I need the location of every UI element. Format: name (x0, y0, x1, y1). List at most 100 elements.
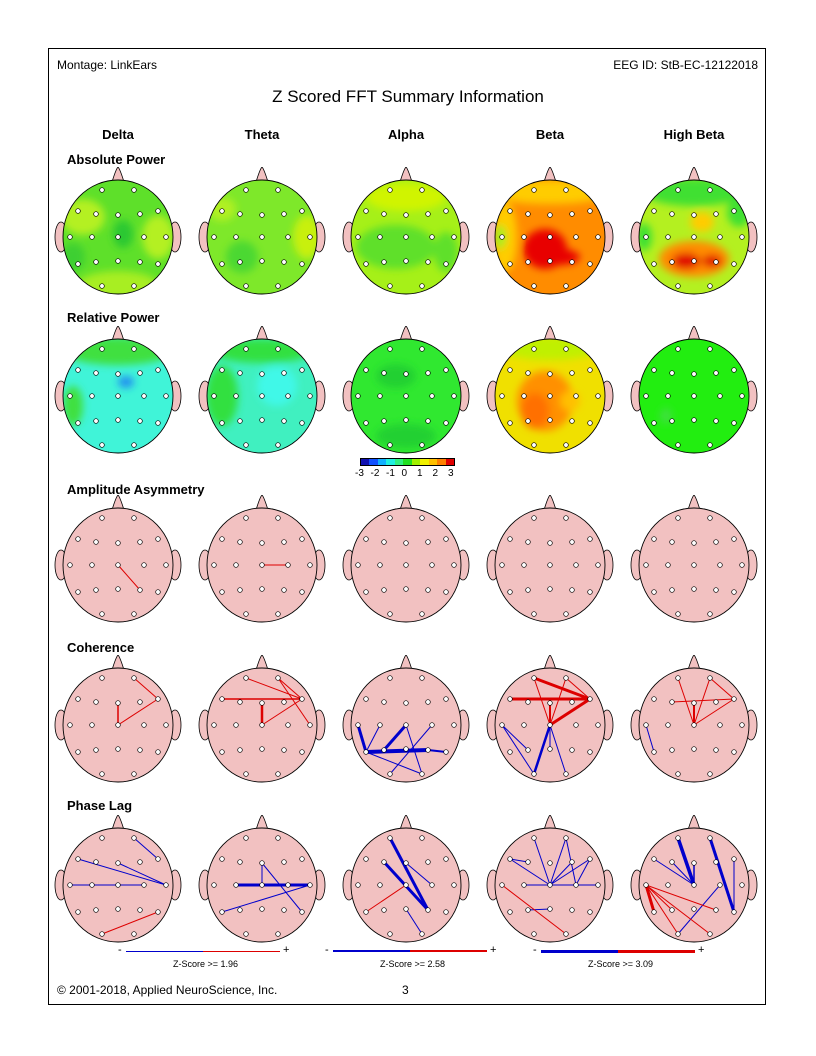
electrode-O1 (675, 611, 681, 617)
connection-T3-P3 (645, 884, 673, 911)
topo-region (212, 339, 312, 363)
electrode-T6 (587, 909, 593, 915)
electrode-P3 (525, 747, 531, 753)
nose-icon (399, 654, 413, 671)
electrode-F3 (525, 211, 531, 217)
electrode-F4 (281, 539, 287, 545)
coherence-head-map-alpha (336, 654, 476, 795)
electrode-C3 (89, 562, 95, 568)
electrode-Fp1 (99, 515, 105, 521)
electrode-F8 (587, 856, 593, 862)
electrode-T3 (499, 393, 505, 399)
electrode-T3 (643, 234, 649, 240)
electrode-C4 (573, 393, 579, 399)
connection-Fp2-F8 (133, 677, 159, 700)
electrode-Pz (259, 258, 265, 264)
electrode-P4 (425, 587, 431, 593)
electrode-T4 (163, 562, 169, 568)
electrode-F3 (381, 211, 387, 217)
electrode-T3 (355, 393, 361, 399)
nose-icon (399, 325, 413, 342)
electrode-Cz (115, 562, 121, 568)
electrode-Fp2 (275, 187, 281, 193)
connection-F3-F8 (671, 698, 735, 703)
nose-icon (111, 325, 125, 342)
electrode-F3 (93, 539, 99, 545)
electrode-O1 (243, 611, 249, 617)
electrode-C4 (141, 234, 147, 240)
electrode-T5 (363, 420, 369, 426)
electrode-F8 (443, 856, 449, 862)
connection-T3-T5 (645, 724, 655, 753)
electrode-T6 (587, 420, 593, 426)
electrode-Fp1 (243, 187, 249, 193)
electrode-O1 (675, 931, 681, 937)
electrode-F7 (75, 367, 81, 373)
electrode-T3 (643, 393, 649, 399)
topo-region (500, 339, 600, 360)
electrode-T4 (451, 722, 457, 728)
electrode-T5 (507, 909, 513, 915)
legend-plus: + (283, 944, 290, 956)
nose-icon (255, 814, 269, 831)
phase-head-map-theta (192, 814, 332, 955)
electrode-C4 (717, 882, 723, 888)
electrode-P4 (281, 259, 287, 265)
colorbar-tick: -1 (386, 468, 395, 479)
electrode-Pz (403, 746, 409, 752)
electrode-T3 (643, 722, 649, 728)
electrode-F4 (281, 211, 287, 217)
topo-region (366, 183, 446, 211)
electrode-C3 (89, 882, 95, 888)
electrode-C3 (521, 393, 527, 399)
electrode-P3 (381, 907, 387, 913)
connection-Fp1-P4 (388, 837, 430, 911)
band-header-alpha: Alpha (387, 127, 425, 142)
electrode-T3 (211, 234, 217, 240)
electrode-Cz (115, 234, 121, 240)
electrode-F4 (713, 859, 719, 865)
electrode-P4 (713, 418, 719, 424)
connection-F8-Cz (549, 697, 591, 727)
nose-icon (399, 494, 413, 511)
electrode-Fz (259, 371, 265, 377)
electrode-F7 (507, 696, 513, 702)
electrode-Fp2 (131, 515, 137, 521)
legend-negative-line (333, 950, 410, 952)
legend-1: - + Z-Score >= 1.96 (118, 944, 293, 972)
connection-P4-T6 (427, 749, 447, 753)
electrode-T3 (499, 562, 505, 568)
electrode-F8 (299, 367, 305, 373)
electrode-P4 (713, 747, 719, 753)
electrode-O2 (419, 283, 425, 289)
electrode-C4 (285, 882, 291, 888)
electrode-O1 (387, 442, 393, 448)
electrode-F3 (93, 211, 99, 217)
electrode-Fp1 (531, 515, 537, 521)
electrode-T6 (443, 261, 449, 267)
connection-T5-Cz (365, 884, 407, 913)
connection-T5-T4 (221, 884, 311, 913)
electrode-F3 (525, 370, 531, 376)
electrode-F3 (381, 859, 387, 865)
electrode-Fp2 (707, 675, 713, 681)
electrode-T6 (443, 909, 449, 915)
electrode-Fp2 (131, 187, 137, 193)
electrode-Cz (259, 393, 265, 399)
electrode-T3 (67, 393, 73, 399)
electrode-C4 (573, 562, 579, 568)
electrode-C3 (521, 882, 527, 888)
electrode-T6 (155, 589, 161, 595)
electrode-F7 (363, 367, 369, 373)
connection-F7-Cz (509, 858, 551, 886)
electrode-T5 (219, 749, 225, 755)
electrode-T4 (163, 393, 169, 399)
electrode-C4 (573, 882, 579, 888)
electrode-Fz (691, 540, 697, 546)
electrode-T5 (219, 589, 225, 595)
electrode-P4 (713, 587, 719, 593)
connection-F7-Cz (653, 858, 695, 886)
electrode-T5 (363, 749, 369, 755)
electrode-F8 (299, 536, 305, 542)
electrode-C4 (429, 234, 435, 240)
